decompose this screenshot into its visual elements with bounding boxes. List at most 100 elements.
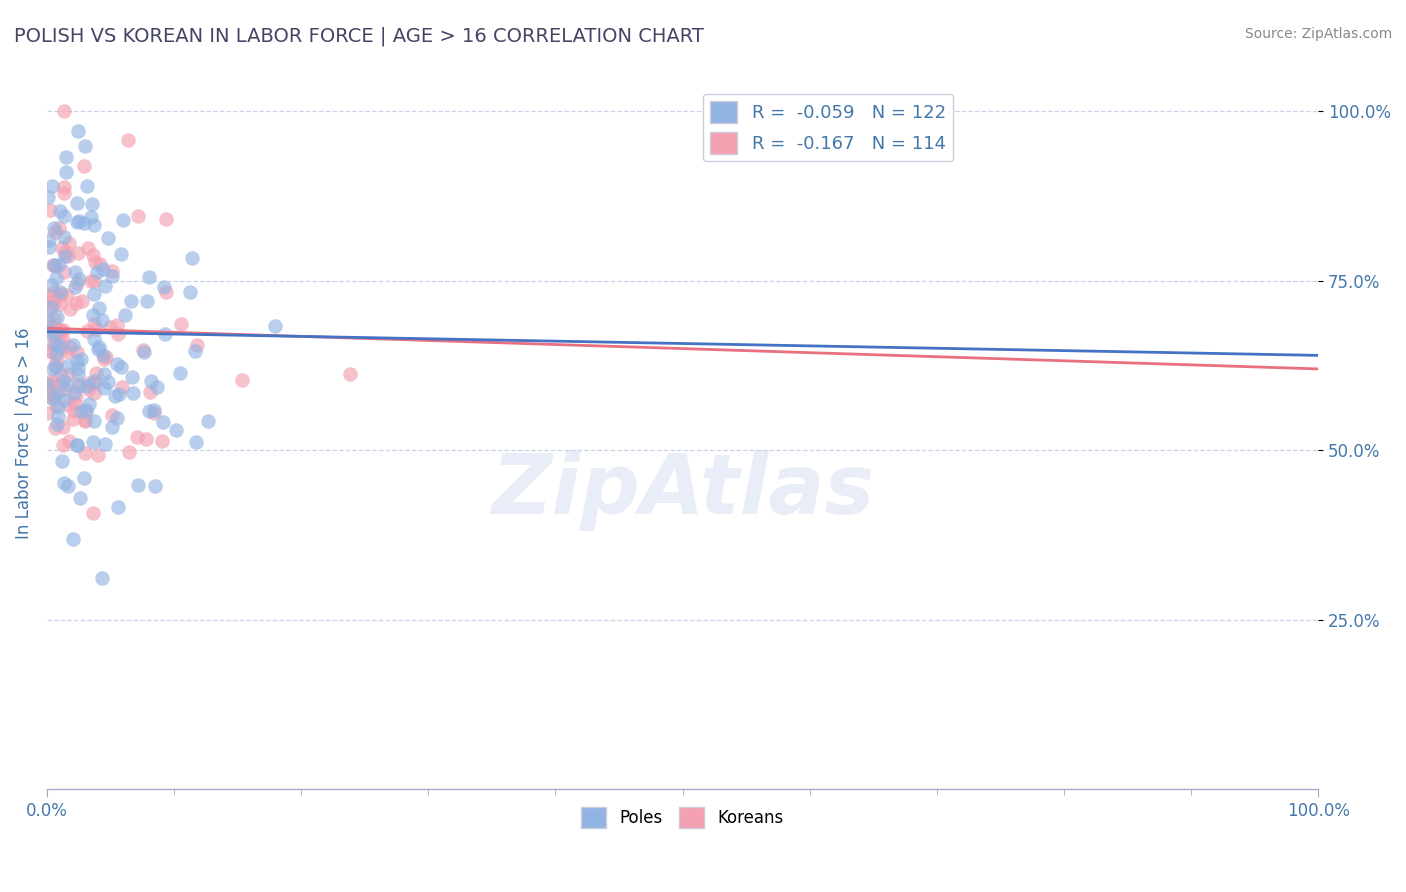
Point	[67, 124, 90, 138]
Point	[73, 470, 96, 484]
Point	[86, 367, 108, 381]
Point	[49, 285, 72, 299]
Point	[82, 248, 104, 262]
Point	[69, 491, 91, 506]
Point	[127, 477, 149, 491]
Point	[125, 430, 148, 444]
Point	[75, 413, 97, 427]
Point	[134, 345, 156, 359]
Point	[42, 361, 65, 376]
Point	[101, 264, 124, 278]
Point	[76, 178, 98, 193]
Point	[73, 138, 96, 153]
Point	[45, 321, 67, 335]
Point	[165, 423, 187, 437]
Point	[52, 209, 75, 223]
Point	[83, 414, 105, 428]
Point	[87, 301, 110, 315]
Point	[51, 323, 73, 337]
Point	[97, 375, 120, 389]
Point	[56, 344, 79, 359]
Point	[73, 216, 96, 230]
Point	[76, 324, 98, 338]
Point	[197, 414, 219, 428]
Point	[52, 373, 75, 387]
Point	[66, 367, 89, 381]
Point	[41, 277, 63, 292]
Point	[46, 400, 69, 414]
Point	[67, 379, 90, 393]
Point	[45, 398, 67, 412]
Point	[77, 383, 100, 397]
Point	[77, 397, 100, 411]
Point	[42, 389, 65, 403]
Point	[56, 288, 79, 302]
Point	[143, 479, 166, 493]
Point	[107, 326, 129, 341]
Point	[107, 387, 129, 401]
Point	[58, 434, 80, 448]
Point	[169, 366, 191, 380]
Point	[42, 258, 65, 272]
Point	[75, 414, 97, 428]
Point	[41, 179, 63, 194]
Point	[53, 180, 76, 194]
Point	[39, 375, 62, 389]
Point	[69, 403, 91, 417]
Point	[339, 367, 361, 381]
Point	[76, 241, 98, 255]
Point	[63, 404, 86, 418]
Point	[49, 334, 72, 348]
Point	[45, 290, 67, 304]
Point	[49, 286, 72, 301]
Point	[45, 353, 67, 368]
Point	[66, 437, 89, 451]
Point	[86, 265, 108, 279]
Point	[44, 421, 66, 435]
Legend: Poles, Koreans: Poles, Koreans	[575, 801, 790, 834]
Point	[80, 274, 103, 288]
Point	[49, 204, 72, 219]
Point	[37, 376, 59, 391]
Point	[263, 318, 285, 333]
Point	[136, 293, 159, 308]
Point	[37, 325, 59, 339]
Point	[44, 285, 66, 299]
Point	[101, 420, 124, 434]
Point	[84, 321, 107, 335]
Point	[39, 376, 62, 390]
Point	[139, 385, 162, 400]
Point	[66, 277, 89, 291]
Point	[52, 323, 75, 337]
Point	[91, 261, 114, 276]
Point	[48, 258, 70, 272]
Point	[51, 454, 73, 468]
Point	[82, 506, 104, 520]
Point	[42, 328, 65, 343]
Point	[111, 379, 134, 393]
Point	[117, 133, 139, 147]
Point	[62, 338, 84, 352]
Point	[110, 359, 132, 374]
Point	[59, 302, 82, 317]
Point	[52, 229, 75, 244]
Point	[93, 351, 115, 366]
Point	[65, 295, 87, 310]
Point	[107, 318, 129, 333]
Point	[97, 230, 120, 244]
Text: Source: ZipAtlas.com: Source: ZipAtlas.com	[1244, 27, 1392, 41]
Point	[143, 402, 166, 417]
Point	[120, 294, 142, 309]
Point	[52, 265, 75, 279]
Point	[105, 411, 128, 425]
Point	[111, 213, 134, 227]
Point	[38, 318, 60, 333]
Point	[38, 319, 60, 334]
Point	[38, 233, 60, 247]
Point	[55, 165, 77, 179]
Point	[51, 241, 73, 255]
Point	[44, 259, 66, 273]
Point	[91, 571, 114, 585]
Point	[114, 308, 136, 322]
Point	[91, 348, 114, 362]
